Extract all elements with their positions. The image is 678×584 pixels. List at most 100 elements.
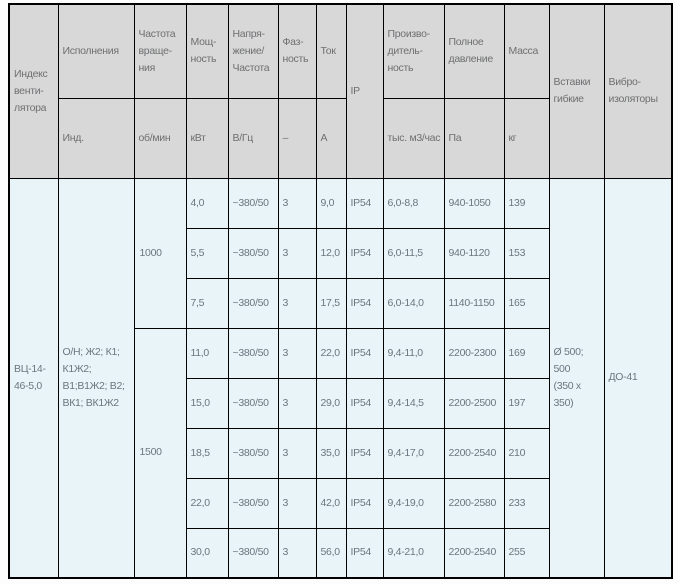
cell-pressure: 1140-1150 bbox=[443, 277, 505, 329]
cell-mass: 139 bbox=[503, 177, 550, 229]
cell-current: 17,5 bbox=[315, 277, 347, 329]
cell-ip: IP54 bbox=[345, 477, 384, 529]
unit-mass: кг bbox=[503, 97, 550, 179]
hdr-ip: IP bbox=[345, 3, 384, 179]
cell-ip: IP54 bbox=[345, 277, 384, 329]
cell-capacity: 9,4-14,5 bbox=[382, 377, 445, 429]
cell-capacity: 9,4-17,0 bbox=[382, 427, 445, 479]
cell-capacity: 9,4-11,0 bbox=[382, 327, 445, 379]
unit-phases: – bbox=[277, 97, 317, 179]
unit-capacity: тыс. м3/час bbox=[382, 97, 445, 179]
data-row-1: ВЦ-14- 46-5,0 О/Н; Ж2; К1; К1Ж2; В1;В1Ж2… bbox=[8, 177, 673, 579]
unit-power: кВт bbox=[185, 97, 229, 179]
cell-power: 18,5 bbox=[185, 427, 229, 479]
cell-speed-1000: 1000 bbox=[133, 177, 187, 329]
cell-power: 15,0 bbox=[185, 377, 229, 429]
cell-ip: IP54 bbox=[345, 227, 384, 279]
cell-executions: О/Н; Ж2; К1; К1Ж2; В1;В1Ж2; В2; ВК1; ВК1… bbox=[57, 177, 135, 579]
cell-pressure: 2200-2580 bbox=[443, 477, 505, 529]
cell-ip: IP54 bbox=[345, 527, 384, 579]
data-row-6: 18,5 ~380/50 3 35,0 IP54 9,4-17,0 2200-2… bbox=[9, 427, 672, 479]
cell-phases: 3 bbox=[277, 377, 317, 429]
cell-voltage: ~380/50 bbox=[227, 377, 279, 429]
cell-pressure: 940-1120 bbox=[443, 227, 505, 279]
cell-current: 56,0 bbox=[315, 527, 347, 579]
cell-mass: 233 bbox=[503, 477, 550, 529]
unit-current: А bbox=[315, 97, 347, 179]
cell-voltage: ~380/50 bbox=[227, 427, 279, 479]
cell-pressure: 2200-2540 bbox=[443, 527, 505, 579]
cell-power: 4,0 bbox=[185, 177, 229, 229]
cell-phases: 3 bbox=[277, 227, 317, 279]
unit-voltage: В/Гц bbox=[227, 97, 279, 179]
header-row-titles: Индекс венти- лятора Исполнения Частота … bbox=[8, 3, 673, 179]
unit-pressure: Па bbox=[443, 97, 505, 179]
hdr-rotation-speed: Частота враще- ния bbox=[133, 3, 187, 99]
cell-power: 7,5 bbox=[185, 277, 229, 329]
cell-voltage: ~380/50 bbox=[227, 477, 279, 529]
cell-current: 12,0 bbox=[315, 227, 347, 279]
cell-fan-index: ВЦ-14- 46-5,0 bbox=[8, 177, 59, 579]
hdr-mass: Масса bbox=[503, 3, 550, 99]
cell-voltage: ~380/50 bbox=[227, 277, 279, 329]
cell-mass: 153 bbox=[503, 227, 550, 279]
cell-capacity: 6,0-8,8 bbox=[382, 177, 445, 229]
cell-pressure: 940-1050 bbox=[443, 177, 505, 229]
hdr-executions: Исполнения bbox=[57, 3, 135, 99]
cell-ip: IP54 bbox=[345, 177, 384, 229]
cell-capacity: 6,0-14,0 bbox=[382, 277, 445, 329]
cell-capacity: 6,0-11,5 bbox=[382, 227, 445, 279]
data-row-2: 5,5 ~380/50 3 12,0 IP54 6,0-11,5 940-112… bbox=[9, 227, 672, 279]
cell-vibration-isolators: ДО-41 bbox=[603, 177, 673, 579]
hdr-flexible-inserts: Вставки гибкие bbox=[548, 3, 605, 179]
hdr-current: Ток bbox=[315, 3, 347, 99]
cell-pressure: 2200-2300 bbox=[443, 327, 505, 379]
data-row-7: 22,0 ~380/50 3 42,0 IP54 9,4-19,0 2200-2… bbox=[9, 477, 672, 529]
cell-ip: IP54 bbox=[345, 427, 384, 479]
data-row-8: 30,0 ~380/50 3 56,0 IP54 9,4-21,0 2200-2… bbox=[9, 527, 672, 579]
cell-speed-1500: 1500 bbox=[133, 327, 187, 579]
cell-mass: 255 bbox=[503, 527, 550, 579]
cell-phases: 3 bbox=[277, 427, 317, 479]
cell-pressure: 2200-2500 bbox=[443, 377, 505, 429]
hdr-voltage-frequency: Напря- жение/ Частота bbox=[227, 3, 279, 99]
cell-phases: 3 bbox=[277, 527, 317, 579]
cell-phases: 3 bbox=[277, 277, 317, 329]
cell-current: 42,0 bbox=[315, 477, 347, 529]
hdr-capacity: Произво- дитель- ность bbox=[382, 3, 445, 99]
data-row-5: 15,0 ~380/50 3 29,0 IP54 9,4-14,5 2200-2… bbox=[9, 377, 672, 429]
unit-executions: Инд. bbox=[57, 97, 135, 179]
cell-power: 30,0 bbox=[185, 527, 229, 579]
cell-flexible-inserts: Ø 500; 500 (350 x 350) bbox=[548, 177, 605, 579]
cell-current: 22,0 bbox=[315, 327, 347, 379]
cell-voltage: ~380/50 bbox=[227, 327, 279, 379]
hdr-fan-index: Индекс венти- лятора bbox=[8, 3, 59, 179]
hdr-power: Мощ- ность bbox=[185, 3, 229, 99]
cell-current: 29,0 bbox=[315, 377, 347, 429]
cell-mass: 165 bbox=[503, 277, 550, 329]
cell-phases: 3 bbox=[277, 177, 317, 229]
cell-power: 22,0 bbox=[185, 477, 229, 529]
cell-ip: IP54 bbox=[345, 377, 384, 429]
cell-pressure: 2200-2540 bbox=[443, 427, 505, 479]
cell-mass: 169 bbox=[503, 327, 550, 379]
cell-phases: 3 bbox=[277, 477, 317, 529]
cell-power: 5,5 bbox=[185, 227, 229, 279]
data-row-3: 7,5 ~380/50 3 17,5 IP54 6,0-14,0 1140-11… bbox=[9, 277, 672, 329]
cell-mass: 210 bbox=[503, 427, 550, 479]
cell-current: 9,0 bbox=[315, 177, 347, 229]
fan-spec-table: Индекс венти- лятора Исполнения Частота … bbox=[8, 3, 673, 579]
cell-voltage: ~380/50 bbox=[227, 177, 279, 229]
cell-current: 35,0 bbox=[315, 427, 347, 479]
unit-speed: об/мин bbox=[133, 97, 187, 179]
hdr-total-pressure: Полное давление bbox=[443, 3, 505, 99]
hdr-phases: Фаз- ность bbox=[277, 3, 317, 99]
cell-voltage: ~380/50 bbox=[227, 527, 279, 579]
cell-power: 11,0 bbox=[185, 327, 229, 379]
cell-phases: 3 bbox=[277, 327, 317, 379]
cell-capacity: 9,4-21,0 bbox=[382, 527, 445, 579]
cell-capacity: 9,4-19,0 bbox=[382, 477, 445, 529]
hdr-vibration-isolators: Вибро- изоляторы bbox=[603, 3, 673, 179]
cell-voltage: ~380/50 bbox=[227, 227, 279, 279]
header-row-units: Инд. об/мин кВт В/Гц – А тыс. м3/час Па … bbox=[9, 97, 672, 179]
